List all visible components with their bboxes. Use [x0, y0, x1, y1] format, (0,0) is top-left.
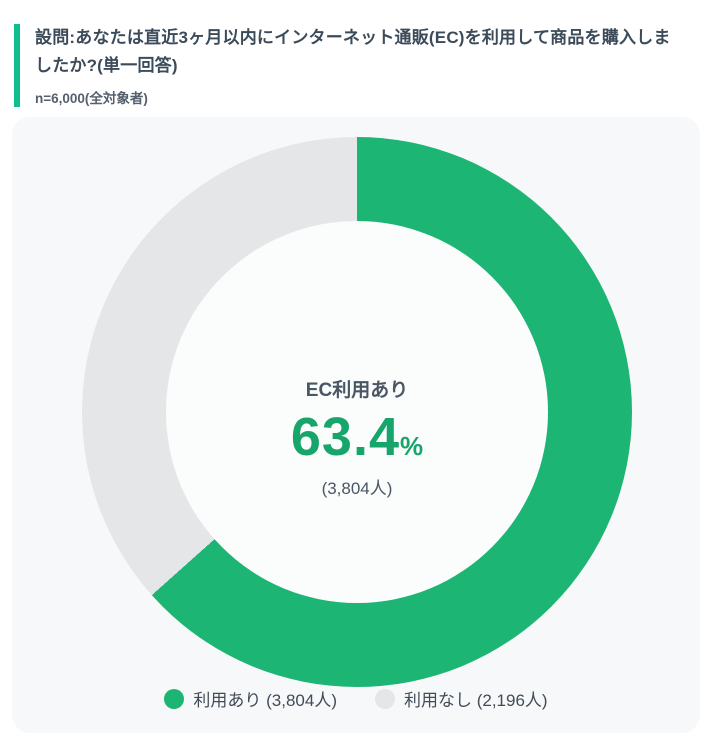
- center-percent: 63.4%: [82, 410, 632, 464]
- donut-hole: [166, 221, 548, 603]
- question-title: 設問:あなたは直近3ヶ月以内にインターネット通販(EC)を利用して商品を購入しま…: [35, 28, 671, 75]
- legend-label: 利用なし (2,196人): [404, 691, 548, 710]
- legend-swatch: [375, 688, 395, 709]
- sample-size: n=6,000(全対象者): [35, 91, 148, 106]
- legend-item-used: 利用あり (3,804人): [164, 686, 337, 711]
- question-header: 設問:あなたは直近3ヶ月以内にインターネット通販(EC)を利用して商品を購入しま…: [14, 24, 682, 107]
- center-count: (3,804人): [321, 479, 393, 498]
- center-percent-unit: %: [399, 431, 424, 461]
- chart-card: EC利用あり 63.4% (3,804人) 利用あり (3,804人) 利用なし…: [12, 117, 700, 733]
- legend-swatch: [164, 688, 185, 709]
- chart-legend: 利用あり (3,804人) 利用なし (2,196人): [12, 686, 700, 711]
- legend-label: 利用あり (3,804人): [193, 691, 337, 710]
- donut-center-text: EC利用あり 63.4% (3,804人): [82, 375, 632, 499]
- center-percent-value: 63.4: [290, 407, 400, 467]
- donut-chart: EC利用あり 63.4% (3,804人): [82, 137, 632, 687]
- legend-item-not-used: 利用なし (2,196人): [375, 686, 548, 711]
- center-label: EC利用あり: [305, 380, 409, 401]
